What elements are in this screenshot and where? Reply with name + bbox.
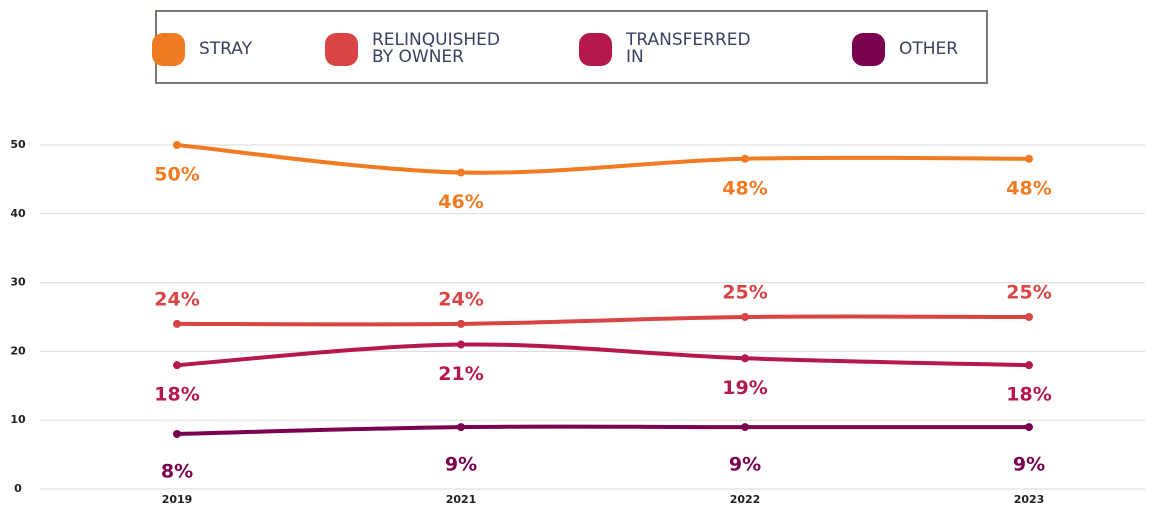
y-tick-label: 30 bbox=[10, 276, 26, 289]
data-point bbox=[741, 354, 749, 363]
data-label: 46% bbox=[438, 191, 483, 213]
data-point bbox=[457, 340, 465, 349]
legend-swatch bbox=[852, 32, 885, 66]
data-point bbox=[741, 154, 749, 163]
data-label: 19% bbox=[722, 377, 767, 399]
data-point bbox=[741, 423, 749, 432]
legend-label: RELINQUISHED BY OWNER bbox=[372, 30, 500, 67]
data-point bbox=[1025, 423, 1033, 432]
data-label: 18% bbox=[154, 384, 199, 406]
data-label: 8% bbox=[161, 460, 193, 482]
data-point bbox=[457, 423, 465, 432]
data-label: 50% bbox=[154, 164, 199, 186]
data-label: 24% bbox=[154, 288, 199, 310]
x-tick-label: 2019 bbox=[162, 493, 193, 506]
data-label: 48% bbox=[1006, 177, 1051, 199]
y-tick-label: 40 bbox=[10, 207, 26, 220]
data-label: 21% bbox=[438, 363, 483, 385]
legend-swatch bbox=[152, 32, 185, 66]
data-point bbox=[173, 429, 181, 438]
data-label: 24% bbox=[438, 288, 483, 310]
y-tick-label: 10 bbox=[10, 413, 26, 426]
legend: STRAY RELINQUISHED BY OWNER TRANSFERRED IN… bbox=[152, 10, 988, 86]
series-line bbox=[176, 424, 1029, 436]
series-line bbox=[176, 342, 1030, 368]
data-point bbox=[457, 168, 465, 177]
y-tick-label: 0 bbox=[14, 482, 22, 495]
data-point bbox=[173, 141, 181, 149]
data-label: 9% bbox=[445, 454, 477, 476]
data-point bbox=[457, 319, 465, 328]
x-tick-label: 2022 bbox=[730, 493, 761, 506]
data-point bbox=[173, 361, 181, 370]
data-label: 25% bbox=[1006, 282, 1051, 304]
data-point bbox=[1025, 154, 1033, 163]
legend-item: STRAY bbox=[152, 12, 329, 86]
data-label: 9% bbox=[729, 454, 761, 476]
data-label: 18% bbox=[1006, 384, 1051, 406]
data-point bbox=[1025, 361, 1033, 370]
legend-item: RELINQUISHED BY OWNER bbox=[325, 12, 502, 86]
y-tick-label: 50 bbox=[10, 138, 26, 151]
data-point bbox=[173, 319, 181, 328]
series-line bbox=[176, 143, 1030, 175]
legend-item: TRANSFERRED IN bbox=[579, 12, 756, 86]
legend-item: OTHER bbox=[852, 12, 1029, 86]
series-line bbox=[176, 314, 1030, 327]
legend-label: STRAY bbox=[199, 38, 252, 59]
data-label: 9% bbox=[1013, 454, 1045, 476]
data-point bbox=[741, 313, 749, 321]
data-point bbox=[1025, 313, 1033, 321]
legend-swatch bbox=[325, 32, 358, 66]
x-tick-label: 2021 bbox=[446, 493, 477, 506]
legend-label: OTHER bbox=[899, 38, 959, 59]
legend-label: TRANSFERRED IN bbox=[626, 30, 751, 67]
legend-swatch bbox=[579, 32, 612, 66]
y-tick-label: 20 bbox=[10, 344, 26, 357]
data-label: 48% bbox=[722, 177, 767, 199]
data-label: 25% bbox=[722, 282, 767, 304]
x-tick-label: 2023 bbox=[1014, 493, 1045, 506]
